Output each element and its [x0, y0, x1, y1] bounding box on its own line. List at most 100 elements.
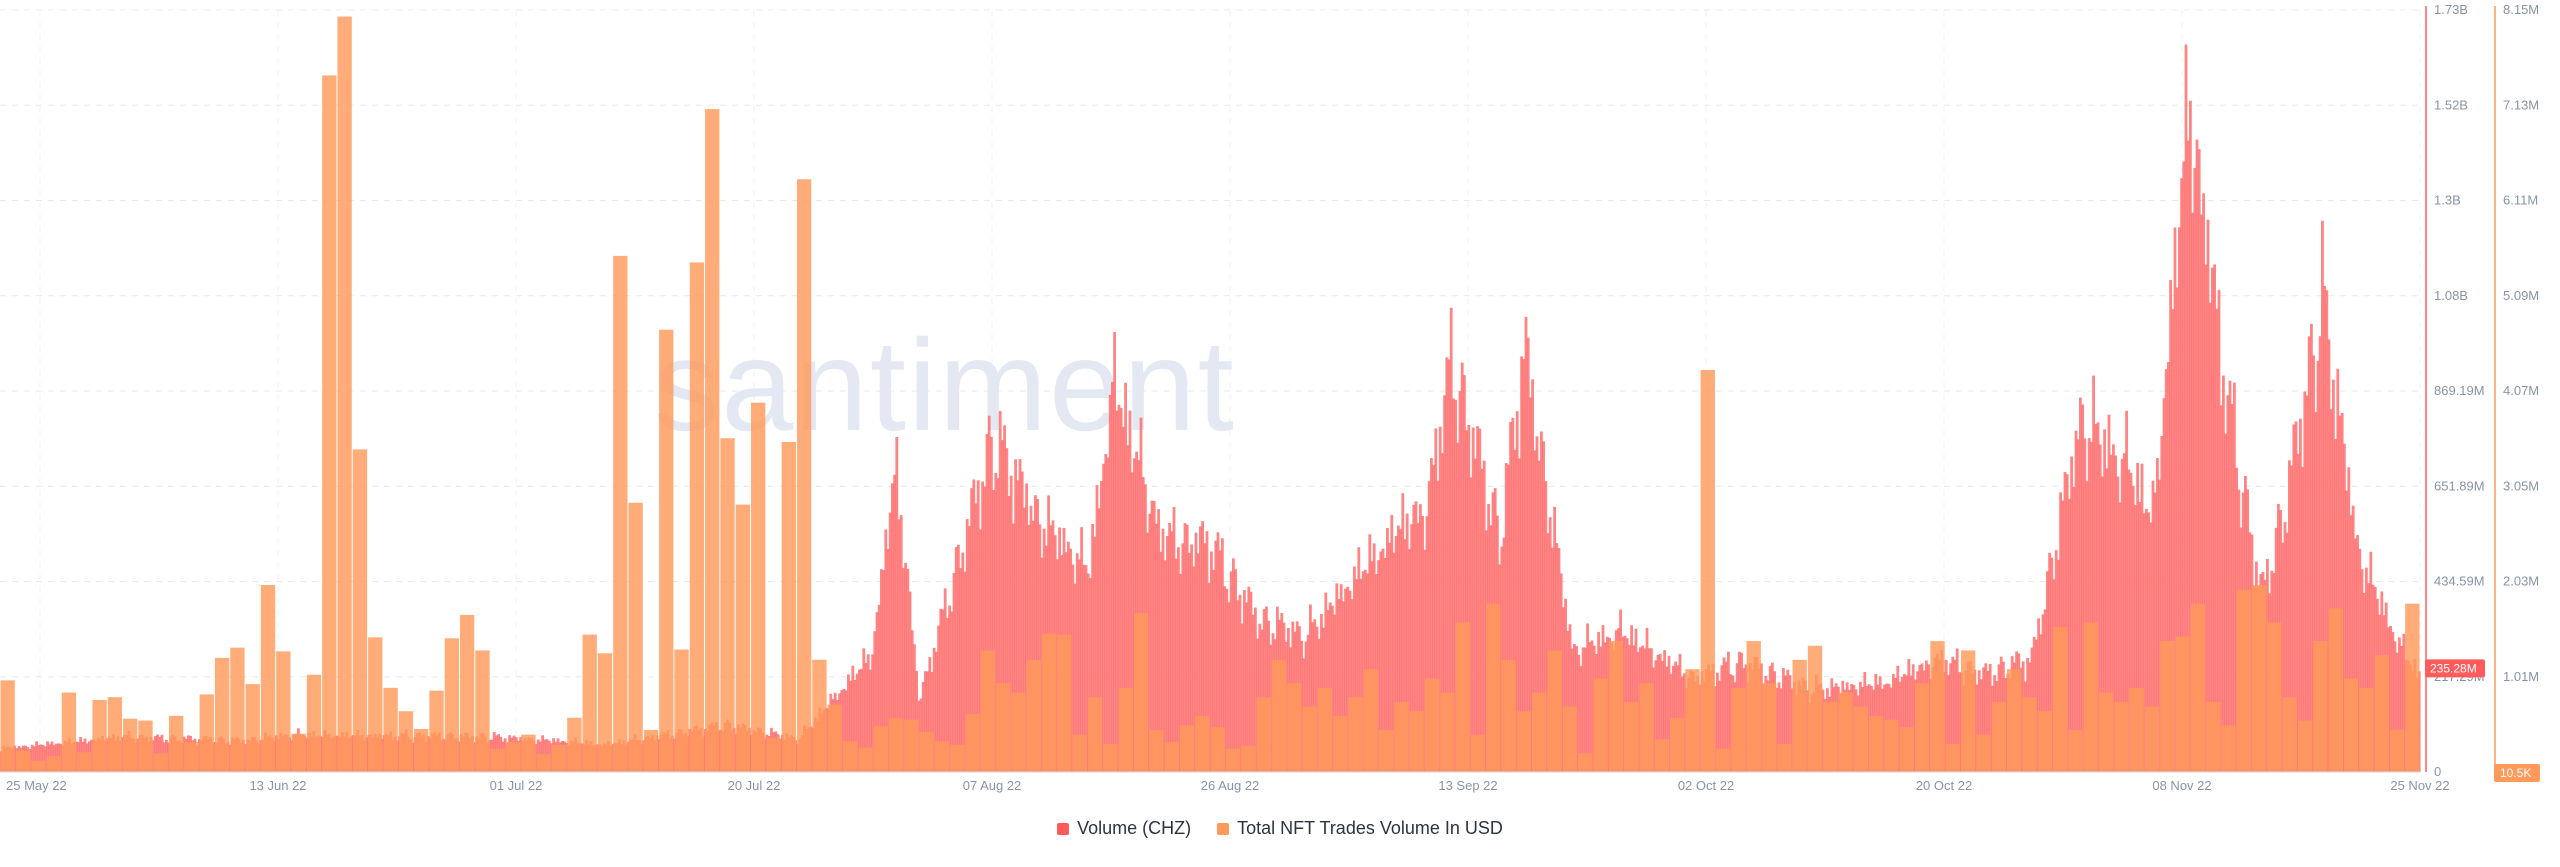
volume-bar — [1254, 607, 1257, 772]
volume-bar — [1564, 598, 1567, 772]
volume-bar — [519, 736, 522, 772]
volume-bar — [2149, 522, 2153, 772]
volume-bar — [891, 483, 894, 772]
volume-bar — [1392, 552, 1396, 772]
nft-bar — [1378, 729, 1394, 772]
nft-bar — [2022, 697, 2037, 772]
volume-bar — [1806, 690, 1809, 772]
volume-bar — [1419, 504, 1422, 772]
volume-bar — [2092, 375, 2095, 772]
volume-bar — [1159, 551, 1163, 772]
volume-bar — [858, 669, 861, 772]
volume-bar — [2118, 502, 2122, 772]
volume-bar — [1390, 514, 1394, 772]
volume-bar — [2354, 538, 2357, 772]
legend-label-nft: Total NFT Trades Volume In USD — [1237, 818, 1503, 838]
nft-bar — [352, 449, 368, 772]
volume-bar — [1148, 513, 1152, 772]
nft-bar — [1777, 743, 1792, 772]
volume-bar — [2189, 100, 2192, 772]
volume-bar — [1034, 495, 1037, 772]
x-tick-label: 20 Jul 22 — [728, 778, 781, 793]
volume-bar — [228, 744, 232, 772]
volume-bar — [1005, 448, 1009, 772]
volume-bar — [1903, 673, 1906, 772]
nft-bar — [1930, 641, 1945, 772]
volume-bar — [849, 680, 852, 772]
nft-bar — [1287, 683, 1302, 772]
y-tick-volume: 1.52B — [2434, 97, 2468, 112]
volume-bar — [2101, 476, 2104, 772]
volume-bar — [869, 669, 872, 772]
volume-bar — [1436, 480, 1440, 772]
nft-bar — [1915, 683, 1930, 772]
volume-bar — [888, 512, 892, 772]
nft-bar — [689, 262, 705, 772]
legend-item-nft[interactable]: Total NFT Trades Volume In USD — [1217, 818, 1503, 839]
nft-series — [0, 16, 2420, 773]
volume-bar — [1905, 675, 1908, 772]
volume-bar — [2312, 355, 2315, 772]
nft-bar — [214, 657, 230, 772]
nft-bar — [2405, 603, 2420, 772]
volume-bar — [1240, 623, 1244, 772]
volume-bar — [1443, 395, 1446, 772]
volume-bar — [1482, 460, 1486, 772]
volume-bar — [1207, 582, 1211, 772]
nft-bar — [2129, 687, 2144, 772]
volume-bar — [59, 743, 63, 772]
volume-bar — [1434, 428, 1438, 772]
volume-bar — [2347, 467, 2351, 772]
nft-bar — [551, 744, 567, 772]
volume-bar — [1507, 464, 1510, 772]
nft-bar — [919, 731, 934, 772]
nft-bar — [444, 638, 459, 772]
volume-bar — [1117, 404, 1121, 772]
volume-bar — [1790, 688, 1794, 772]
volume-bar — [1040, 557, 1044, 772]
volume-bar — [1779, 688, 1783, 772]
volume-bar — [1130, 472, 1134, 772]
volume-bar — [2281, 542, 2285, 772]
volume-bar — [1368, 534, 1372, 772]
volume-bar — [1229, 571, 1233, 772]
nft-bar — [46, 756, 61, 772]
volume-bar — [2358, 548, 2362, 772]
volume-bar — [1412, 504, 1416, 772]
nft-bar — [77, 752, 92, 772]
volume-bar — [970, 488, 973, 772]
nft-bar — [1363, 669, 1378, 772]
volume-bar — [1720, 665, 1724, 772]
nft-bar — [1792, 659, 1807, 772]
volume-bar — [1227, 602, 1231, 772]
volume-bar — [906, 568, 910, 772]
volume-bar — [2343, 443, 2346, 772]
nft-bar — [1823, 701, 1838, 772]
nft-bar — [1455, 622, 1470, 772]
volume-bar — [2171, 309, 2175, 772]
volume-bar — [1722, 657, 1726, 772]
volume-bar — [503, 738, 507, 772]
nft-bar — [1685, 669, 1700, 772]
legend-item-volume[interactable]: Volume (CHZ) — [1057, 818, 1191, 839]
nft-bar — [858, 747, 873, 772]
volume-bar — [1953, 659, 1957, 772]
y-tick-nft: 4.07M — [2503, 383, 2539, 398]
volume-bar — [1071, 564, 1075, 772]
nft-bar — [2083, 622, 2098, 772]
nft-bar — [1761, 683, 1777, 772]
nft-bar — [505, 742, 521, 772]
volume-bar — [1566, 630, 1570, 772]
volume-bar — [488, 739, 492, 772]
volume-bar — [1190, 544, 1193, 772]
volume-bar — [2182, 161, 2186, 772]
volume-bar — [1449, 307, 1453, 772]
volume-bar — [1300, 640, 1303, 772]
volume-bar — [893, 474, 896, 772]
volume-bar — [30, 744, 34, 772]
volume-bar — [1196, 553, 1200, 772]
volume-bar — [2162, 398, 2166, 772]
nft-bar — [1087, 697, 1103, 772]
volume-bar — [1441, 453, 1444, 772]
volume-bar — [976, 480, 980, 772]
